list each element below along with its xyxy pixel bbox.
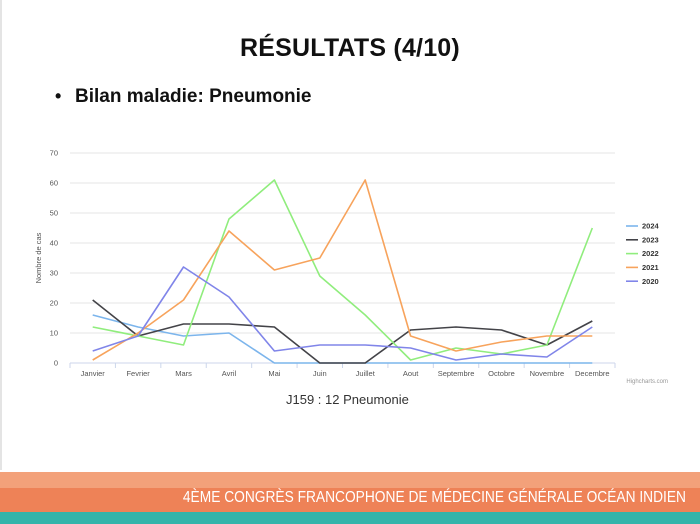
x-tick-label: Decembre	[575, 369, 610, 378]
x-tick-label: Septembre	[438, 369, 475, 378]
x-tick-label: Avril	[222, 369, 237, 378]
legend-label-2020: 2020	[642, 277, 659, 286]
x-tick-label: Fevrier	[126, 369, 150, 378]
y-tick-label: 70	[50, 149, 58, 158]
y-tick-label: 20	[50, 299, 58, 308]
footer-band	[0, 488, 700, 512]
legend-label-2023: 2023	[642, 235, 659, 244]
y-axis-label: Nombre de cas	[34, 232, 43, 283]
x-tick-label: Janvier	[81, 369, 106, 378]
bullet-text: Bilan maladie: Pneumonie	[75, 86, 312, 107]
y-tick-label: 30	[50, 269, 58, 278]
y-tick-label: 60	[50, 179, 58, 188]
x-tick-label: Juillet	[356, 369, 376, 378]
series-line-2020	[92, 266, 593, 361]
line-chart: 0 10 20 30 40 50 60 70 Janvier Fevrier Mars Avril M…	[34, 149, 668, 386]
y-tick-label: 50	[50, 209, 58, 218]
legend-label-2022: 2022	[642, 249, 659, 258]
footer-band-bottom	[0, 512, 700, 524]
chart-legend: 2024 2023 2022 2021 2020	[626, 222, 660, 286]
bullet-item: • Bilan maladie: Pneumonie	[55, 86, 312, 108]
slide-edge	[0, 0, 2, 470]
x-tick-label: Octobre	[488, 369, 515, 378]
slide-title: RÉSULTATS (4/10)	[240, 34, 460, 62]
chart-credit: Highcharts.com	[626, 379, 668, 385]
legend-label-2021: 2021	[642, 263, 659, 272]
x-tick-label: Novembre	[530, 369, 565, 378]
y-tick-label: 0	[54, 359, 58, 368]
chart-grid	[69, 152, 616, 368]
series-line-2021	[92, 179, 593, 361]
footer-band-top	[0, 472, 700, 488]
y-tick-label: 10	[50, 329, 58, 338]
x-tick-label: Mars	[175, 369, 192, 378]
y-axis-ticks: 0 10 20 30 40 50 60 70	[50, 149, 58, 368]
y-tick-label: 40	[50, 239, 58, 248]
x-tick-label: Juin	[313, 369, 327, 378]
series-line-2023	[92, 299, 593, 364]
chart-series	[92, 179, 594, 364]
x-tick-label: Mai	[268, 369, 280, 378]
footer-title: 4ÈME CONGRÈS FRANCOPHONE DE MÉDECINE GÉN…	[182, 489, 686, 506]
chart-caption: J159 : 12 Pneumonie	[286, 392, 409, 407]
series-line-2022	[92, 179, 594, 361]
legend-label-2024: 2024	[642, 222, 660, 231]
x-tick-label: Aout	[403, 369, 419, 378]
bullet-symbol: •	[55, 86, 62, 106]
x-axis-ticks: Janvier Fevrier Mars Avril Mai Juin Juillet Aou…	[81, 369, 610, 378]
